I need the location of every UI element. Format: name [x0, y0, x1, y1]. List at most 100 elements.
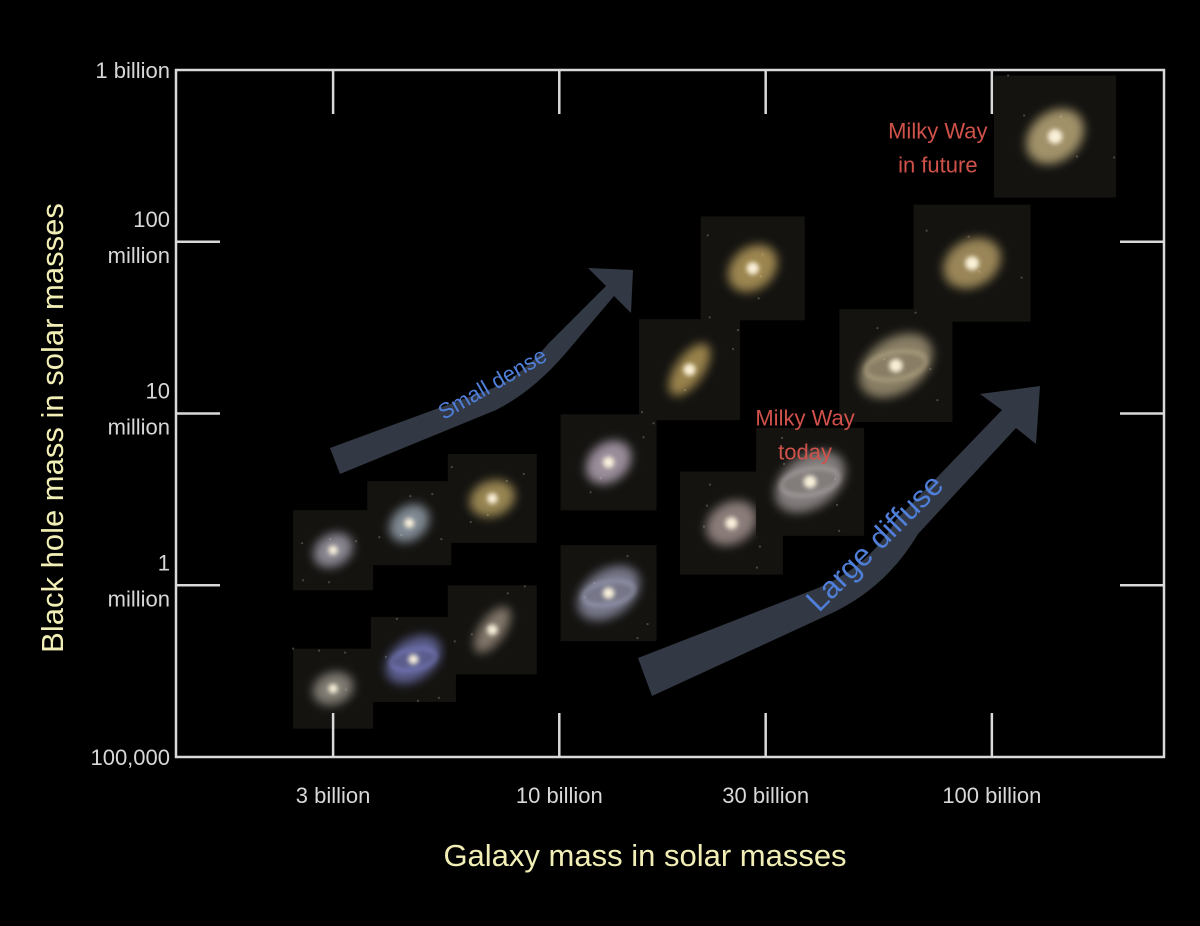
- field-star: [506, 592, 509, 595]
- field-star: [1112, 156, 1116, 159]
- field-star: [1022, 114, 1026, 117]
- galaxy-core: [803, 475, 817, 489]
- galaxy-core: [1047, 129, 1063, 144]
- field-star: [936, 399, 939, 402]
- field-star: [301, 542, 304, 545]
- galaxy-point: [913, 204, 1031, 322]
- galaxy-arm: [864, 349, 928, 382]
- x-tick-label: 10 billion: [516, 783, 603, 808]
- field-star: [876, 327, 879, 330]
- field-star: [736, 329, 740, 332]
- x-axis-title: Galaxy mass in solar masses: [443, 838, 846, 873]
- field-star: [409, 495, 412, 498]
- milky-way-annotation: Milky Way: [888, 118, 987, 143]
- field-star: [757, 297, 760, 300]
- field-star: [292, 647, 295, 650]
- field-star: [523, 585, 526, 588]
- y-tick-label: 100: [133, 207, 170, 232]
- field-star: [470, 633, 473, 636]
- field-star: [450, 465, 453, 469]
- field-star: [431, 493, 434, 496]
- field-star: [626, 555, 629, 558]
- field-star: [636, 637, 639, 640]
- field-star: [344, 651, 347, 654]
- field-star: [702, 525, 706, 528]
- galaxy-point: [756, 427, 865, 536]
- y-tick-label: 1 billion: [95, 58, 170, 83]
- field-star: [642, 436, 645, 439]
- galaxy-core: [725, 516, 738, 530]
- field-star: [782, 462, 786, 465]
- field-star: [640, 411, 644, 414]
- galaxy-core: [683, 363, 696, 376]
- field-star: [1006, 74, 1010, 77]
- galaxy-core: [602, 456, 615, 469]
- galaxy-point: [560, 414, 657, 511]
- field-star: [378, 536, 381, 539]
- field-star: [469, 520, 472, 524]
- galaxy-point: [447, 585, 537, 675]
- field-star: [731, 348, 735, 351]
- field-star: [758, 545, 762, 548]
- galaxy-arm: [581, 579, 636, 607]
- field-star: [755, 566, 759, 569]
- field-star: [708, 316, 711, 319]
- field-star: [1020, 276, 1023, 279]
- galaxy-point: [367, 481, 452, 566]
- field-star: [706, 234, 709, 237]
- field-star: [837, 529, 841, 532]
- galaxy-point: [560, 545, 657, 642]
- field-star: [355, 540, 358, 543]
- field-star: [453, 640, 456, 643]
- x-tick-label: 3 billion: [296, 783, 371, 808]
- field-star: [505, 479, 508, 483]
- galaxy-point: [700, 216, 805, 321]
- field-star: [522, 472, 525, 476]
- galaxy-core: [404, 518, 415, 529]
- milky-way-annotation: Milky Way: [755, 406, 854, 431]
- galaxy-arm: [389, 647, 438, 672]
- galaxy-core: [965, 256, 980, 271]
- galaxy-point: [639, 319, 741, 421]
- field-star: [835, 503, 839, 506]
- field-star: [302, 579, 305, 582]
- galaxy-core: [328, 683, 338, 694]
- galaxy-core: [746, 262, 759, 275]
- field-star: [440, 538, 443, 541]
- y-axis-title: Black hole mass in solar masses: [35, 203, 70, 653]
- field-star: [589, 491, 592, 494]
- milky-way-annotation: in future: [898, 152, 978, 177]
- field-star: [929, 368, 932, 371]
- x-tick-label: 100 billion: [942, 783, 1041, 808]
- y-tick-label: 10: [146, 379, 170, 404]
- field-star: [318, 649, 321, 652]
- field-star: [437, 696, 441, 700]
- large-diffuse-arrow: [638, 386, 1040, 696]
- field-star: [780, 436, 784, 439]
- galaxy-core: [328, 545, 338, 555]
- galaxy-core: [602, 587, 615, 599]
- x-tick-label: 30 billion: [722, 783, 809, 808]
- data-points: [292, 74, 1117, 729]
- galaxy-core: [889, 358, 903, 373]
- field-star: [914, 311, 917, 314]
- field-star: [328, 581, 331, 584]
- field-star: [652, 422, 655, 425]
- galaxy-point: [994, 74, 1117, 198]
- field-star: [925, 229, 928, 232]
- y-tick-label: 100,000: [90, 745, 170, 770]
- annotations: Milky Way in future Milky Way today: [755, 118, 987, 464]
- galaxy-core: [486, 493, 498, 504]
- field-star: [1075, 155, 1079, 158]
- axis-ticks: 3 billion 10 billion 30 billion 100 billion…: [90, 58, 1164, 808]
- galaxy-core: [408, 654, 419, 665]
- galaxy-point: [447, 453, 537, 543]
- field-star: [708, 483, 712, 486]
- field-star: [705, 504, 709, 507]
- field-star: [416, 699, 420, 703]
- field-star: [395, 617, 399, 621]
- field-star: [384, 655, 388, 659]
- y-tick-label: 1: [158, 550, 170, 575]
- milky-way-annotation: today: [778, 440, 832, 465]
